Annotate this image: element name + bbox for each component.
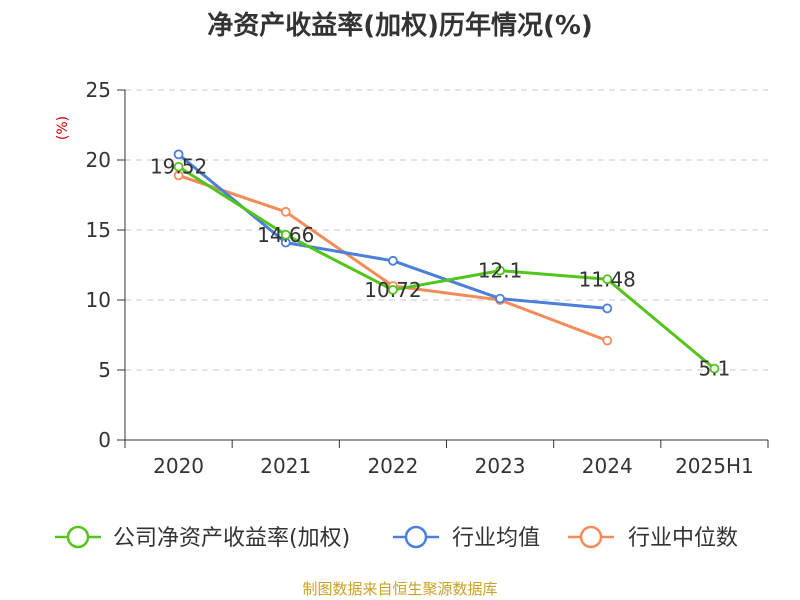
chart-title: 净资产收益率(加权)历年情况(%) <box>207 10 593 41</box>
y-tick-label-20: 20 <box>86 148 111 172</box>
y-tick-label-0: 0 <box>98 428 111 452</box>
data-label-2025H1: 5.1 <box>699 357 731 381</box>
x-tick-label-2021: 2021 <box>260 454 311 478</box>
legend-item-2[interactable]: 行业中位数 <box>568 525 738 551</box>
legend-item-1[interactable]: 行业均值 <box>393 525 540 551</box>
tick-labels: 0 5 10 15 20 25 2020 2021 2022 2023 2024 2025H1 <box>86 78 754 478</box>
x-tick-label-2024: 2024 <box>582 454 633 478</box>
data-label-2024: 11.48 <box>579 267 636 291</box>
series-1-point-2022 <box>388 255 398 266</box>
data-label-2021: 14.66 <box>257 223 314 247</box>
series-0-point-2025H1 <box>709 363 720 374</box>
legend-label-1: 行业均值 <box>452 526 540 551</box>
series-0-point-2023 <box>495 265 505 276</box>
x-tick-label-2022: 2022 <box>367 454 418 478</box>
data-label-2023: 12.1 <box>478 259 523 283</box>
legend[interactable]: 公司净资产收益率(加权) 行业均值 行业中位数 <box>55 525 738 551</box>
series-1-point-2023 <box>495 293 505 304</box>
axes <box>117 89 769 448</box>
y-tick-label-10: 10 <box>86 288 111 312</box>
y-tick-label-15: 15 <box>86 218 111 242</box>
legend-marker-2 <box>579 525 603 549</box>
series-2-point-2024 <box>602 335 613 346</box>
x-tick-label-2020: 2020 <box>153 454 204 478</box>
series-1-point-2020 <box>173 149 184 160</box>
legend-label-2: 行业中位数 <box>628 526 738 551</box>
data-labels: 19.52 14.66 10.72 12.1 11.48 5.1 <box>150 155 730 381</box>
y-tick-label-25: 25 <box>86 78 111 102</box>
series-0-point-2024 <box>602 274 613 285</box>
series-line-0 <box>177 165 716 370</box>
series-group <box>173 149 720 374</box>
legend-label-0: 公司净资产收益率(加权) <box>113 526 350 551</box>
series-2-point-2021 <box>280 206 291 217</box>
data-label-2020: 19.52 <box>150 155 207 179</box>
series-0-point-2022 <box>388 285 398 295</box>
source-note: 制图数据来自恒生聚源数据库 <box>302 580 497 598</box>
y-tick-label-5: 5 <box>98 358 111 382</box>
legend-item-0[interactable]: 公司净资产收益率(加权) <box>55 525 350 551</box>
series-0-point-2021 <box>280 229 291 240</box>
legend-marker-0 <box>66 525 90 549</box>
y-axis-label: (%) <box>55 116 71 140</box>
legend-marker-1 <box>404 525 428 549</box>
series-1-point-2024 <box>602 303 613 314</box>
x-tick-label-2025H1: 2025H1 <box>675 454 754 478</box>
data-label-2022: 10.72 <box>364 278 421 302</box>
grid-lines <box>125 89 768 371</box>
x-tick-label-2023: 2023 <box>475 454 526 478</box>
series-0-point-2020 <box>173 161 184 172</box>
